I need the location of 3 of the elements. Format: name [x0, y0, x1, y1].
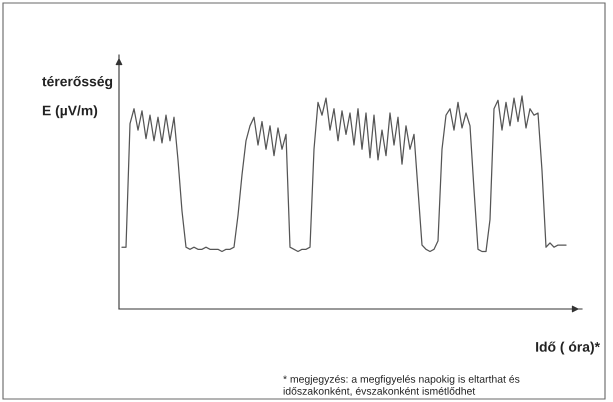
y-axis-title: térerősség E (µV/m): [42, 76, 112, 118]
x-axis-title: Idő ( óra)*: [536, 341, 600, 355]
text: * megjegyzés: a megfigyelés napokig is eltarthat és időszakonként, évszakonként ismétlődhet: [283, 375, 520, 396]
